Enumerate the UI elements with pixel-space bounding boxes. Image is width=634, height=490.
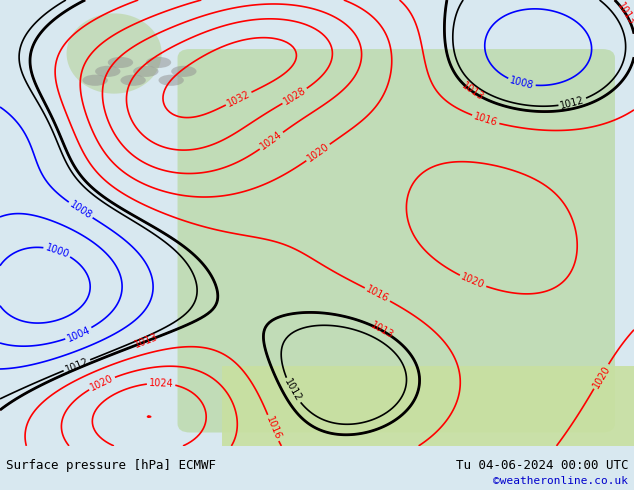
- Text: 1020: 1020: [89, 373, 115, 393]
- Text: 1008: 1008: [508, 75, 534, 91]
- FancyBboxPatch shape: [178, 49, 615, 433]
- Text: Surface pressure [hPa] ECMWF: Surface pressure [hPa] ECMWF: [6, 459, 216, 472]
- Ellipse shape: [133, 66, 158, 77]
- Text: 1024: 1024: [259, 129, 284, 152]
- FancyBboxPatch shape: [222, 366, 634, 446]
- Text: 1012: 1012: [63, 356, 90, 374]
- Text: 1020: 1020: [591, 363, 612, 390]
- Ellipse shape: [120, 74, 146, 86]
- Ellipse shape: [67, 13, 162, 94]
- Text: 1013: 1013: [368, 320, 395, 341]
- Text: 1024: 1024: [148, 378, 174, 389]
- Text: 1016: 1016: [264, 415, 283, 441]
- Ellipse shape: [108, 57, 133, 68]
- Text: 1013: 1013: [133, 332, 160, 350]
- Text: 1013: 1013: [615, 0, 634, 26]
- Text: Tu 04-06-2024 00:00 UTC (00+192): Tu 04-06-2024 00:00 UTC (00+192): [456, 459, 634, 472]
- Text: 1013: 1013: [460, 81, 486, 103]
- Text: ©weatheronline.co.uk: ©weatheronline.co.uk: [493, 476, 628, 487]
- Text: 1016: 1016: [472, 111, 499, 128]
- Text: 1028: 1028: [281, 85, 308, 107]
- Ellipse shape: [146, 57, 171, 68]
- Text: 1032: 1032: [225, 89, 252, 109]
- Text: 1012: 1012: [282, 377, 303, 404]
- Text: 1016: 1016: [365, 284, 391, 305]
- Text: 1000: 1000: [44, 242, 70, 260]
- Text: 1004: 1004: [65, 324, 92, 343]
- Ellipse shape: [82, 74, 108, 86]
- Ellipse shape: [171, 66, 197, 77]
- Ellipse shape: [95, 66, 120, 77]
- Text: 1020: 1020: [460, 272, 486, 291]
- Text: 1020: 1020: [305, 141, 331, 164]
- Text: 1012: 1012: [559, 95, 586, 111]
- Text: 1008: 1008: [68, 199, 94, 221]
- Ellipse shape: [158, 74, 184, 86]
